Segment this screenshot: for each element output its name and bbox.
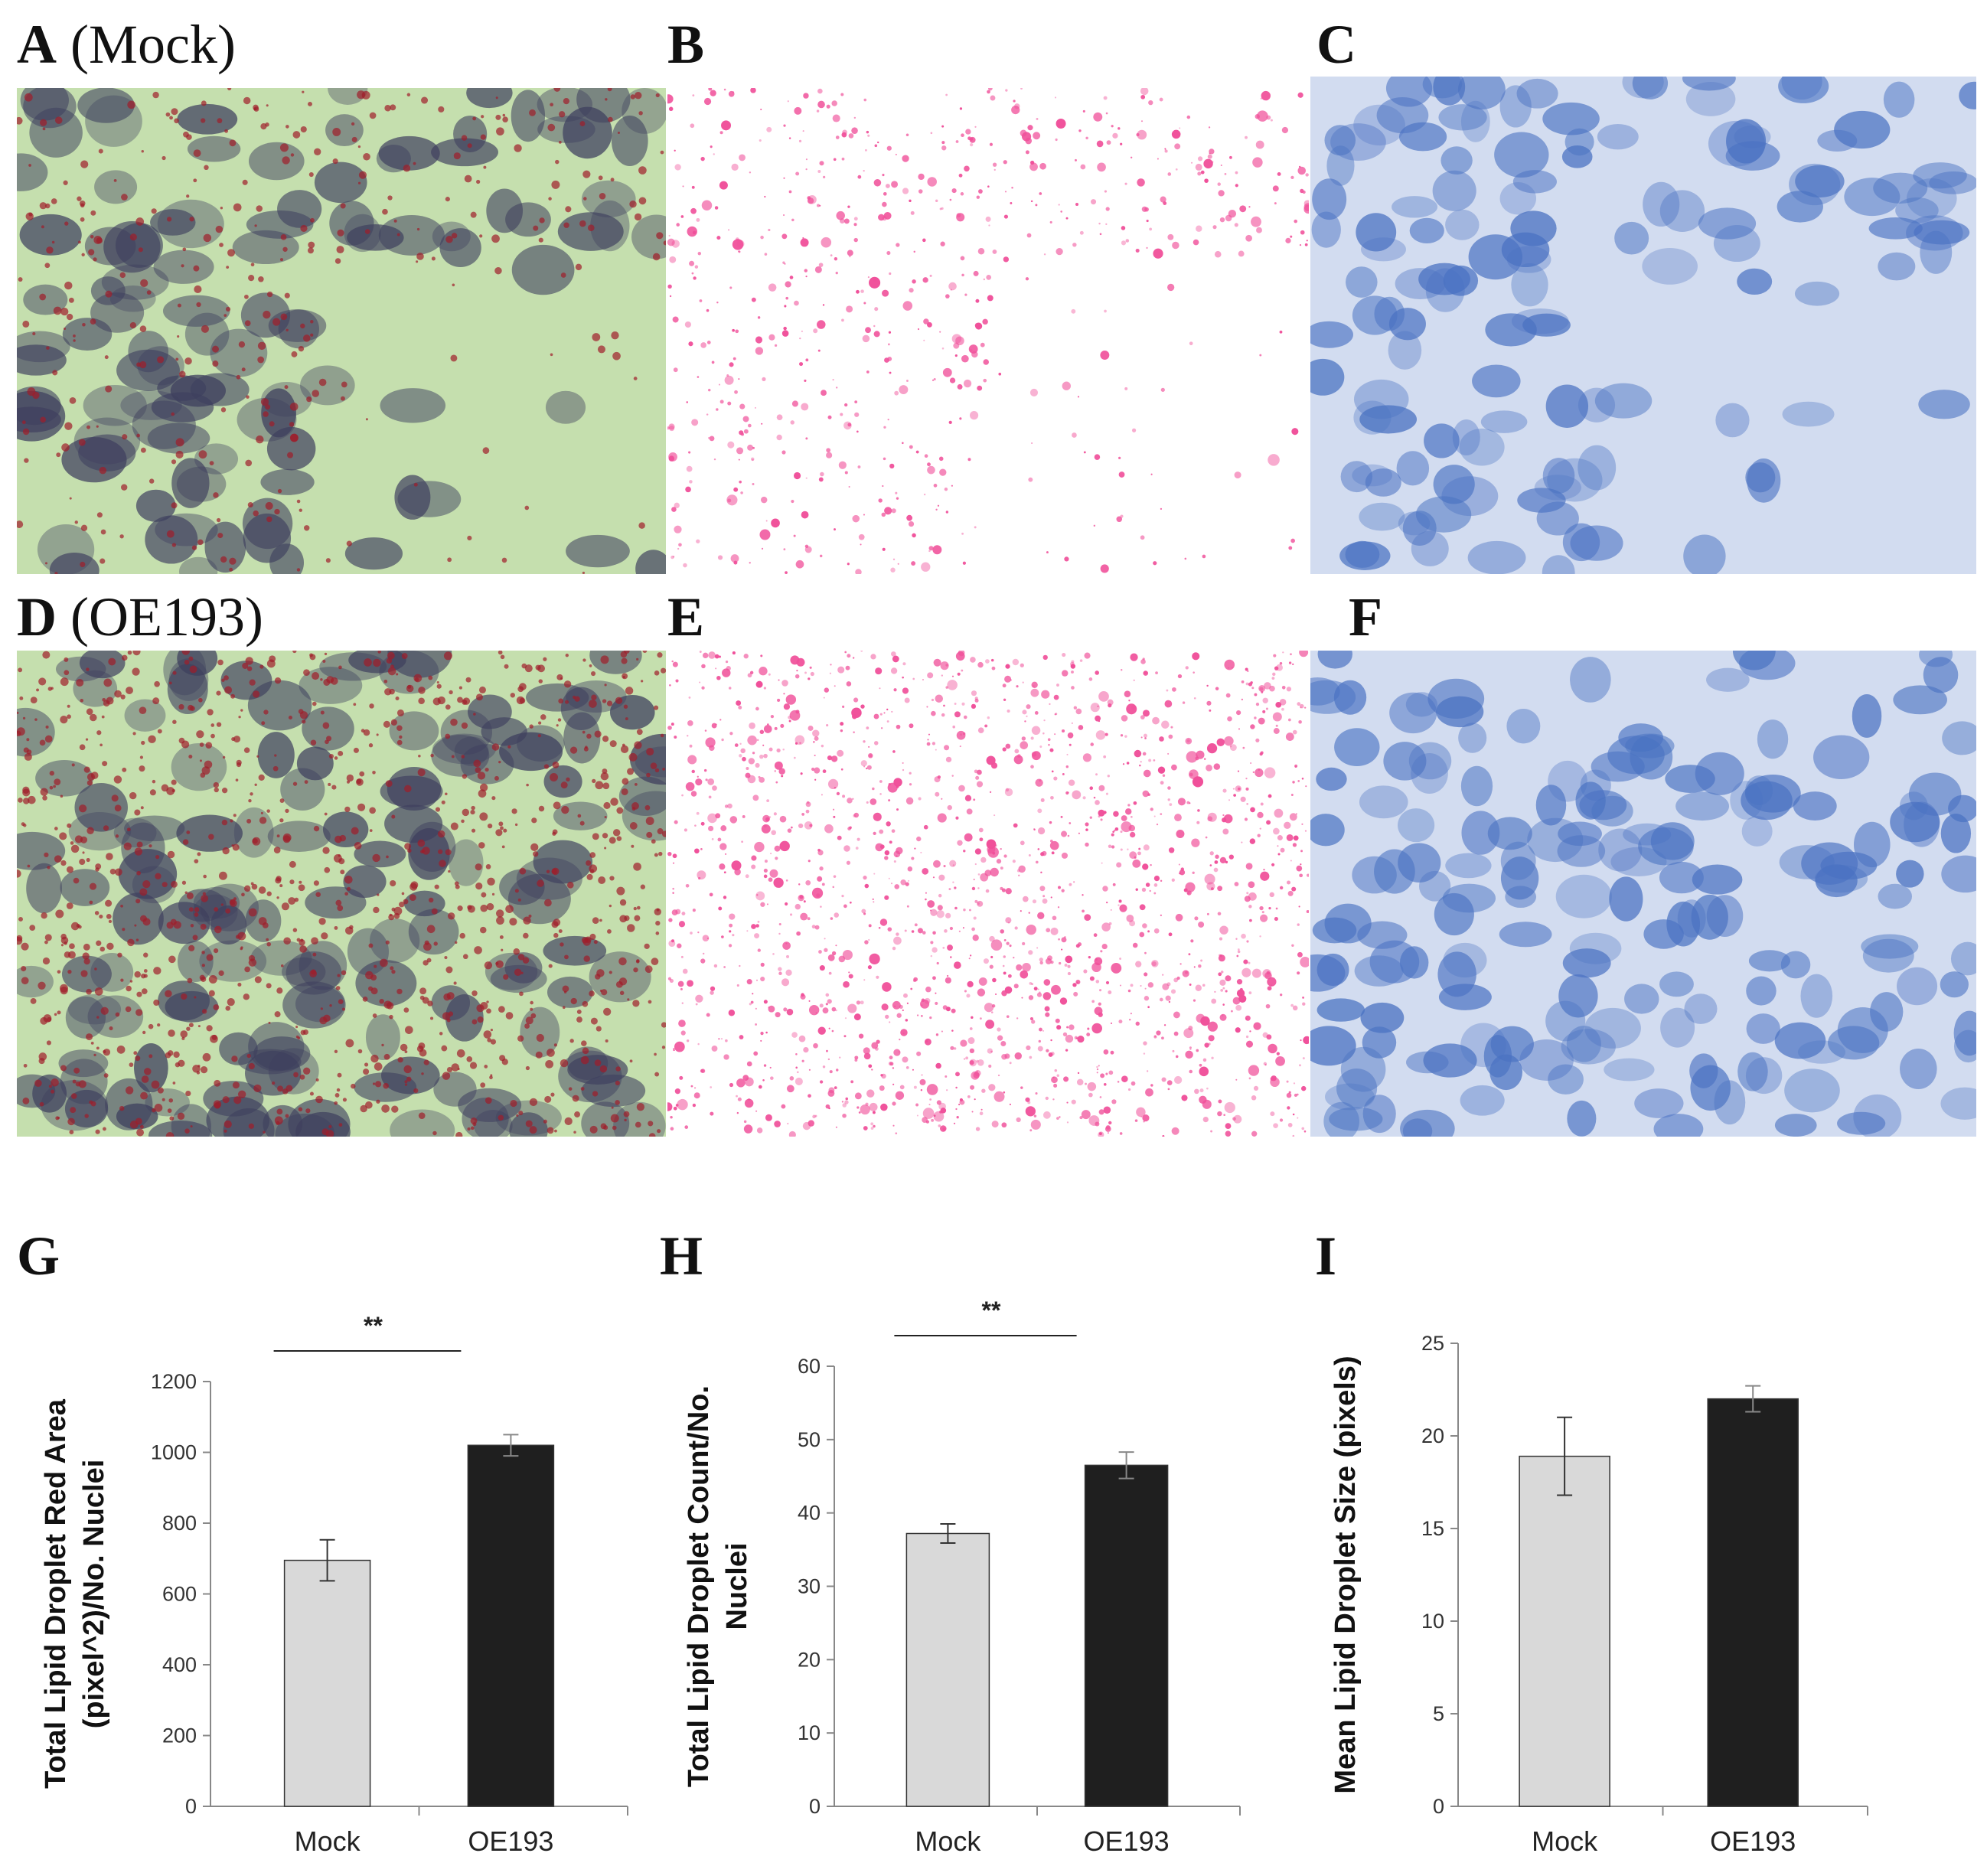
y-tick-label: 600	[162, 1583, 197, 1606]
nuclei-blue-oe193-image	[1310, 651, 1976, 1137]
bar-mock	[283, 1559, 371, 1807]
panel-label-f: F	[1349, 589, 1382, 644]
panel-label-c: C	[1317, 17, 1356, 72]
y-tick-label: 60	[798, 1355, 821, 1378]
panel-caption: (Mock)	[70, 14, 236, 75]
bar-oe193	[1707, 1398, 1799, 1807]
panel-label-e: E	[667, 589, 704, 644]
panel-letter: C	[1317, 14, 1356, 75]
panel-letter: D	[17, 586, 57, 648]
bar-oe193	[467, 1444, 555, 1807]
lipid-mask-oe193-image	[667, 651, 1309, 1137]
panel-letter: F	[1349, 586, 1382, 648]
y-axis-label: Total Lipid Droplet Red Area (pixel^2)/No…	[40, 1398, 110, 1789]
y-tick-label: 30	[798, 1575, 821, 1598]
y-tick-label: 40	[798, 1502, 821, 1525]
bar-mock	[1519, 1455, 1610, 1807]
y-tick-label: 0	[809, 1795, 821, 1818]
significance-marker: **	[982, 1297, 1001, 1324]
y-tick-label: 10	[798, 1721, 821, 1744]
significance-marker: **	[364, 1312, 383, 1339]
nuclei-blue-mock-image	[1310, 77, 1976, 574]
y-tick-label: 400	[162, 1653, 197, 1676]
lipid-mask-mock-image	[667, 88, 1309, 574]
error-bar	[1745, 1385, 1761, 1413]
chart-panel-letter: I	[1315, 1225, 1336, 1287]
panel-letter: A	[17, 14, 57, 75]
y-tick-label: 0	[185, 1795, 197, 1818]
y-tick-label: 25	[1421, 1332, 1444, 1355]
error-bar	[1118, 1451, 1134, 1480]
bar-oe193	[1084, 1464, 1169, 1807]
bar-mock	[905, 1532, 990, 1807]
panel-letter: B	[667, 14, 705, 75]
y-tick-label: 1200	[151, 1370, 197, 1393]
error-bar	[1557, 1416, 1573, 1496]
y-tick-label: 800	[162, 1512, 197, 1535]
panel-letter: E	[667, 586, 705, 648]
y-tick-label: 15	[1421, 1517, 1444, 1540]
x-tick-label: OE193	[1710, 1825, 1796, 1857]
brightfield-oe193-image	[17, 651, 666, 1137]
x-tick-label: Mock	[915, 1825, 981, 1857]
panel-label-a: A (Mock)	[17, 17, 236, 72]
panel-label-b: B	[667, 17, 704, 72]
error-bar	[503, 1434, 519, 1457]
x-tick-label: OE193	[1084, 1825, 1170, 1857]
error-bar	[940, 1523, 956, 1544]
chart-i: I 0 5 10 15 20 25 Mock OE193 Mean Lipid Droplet S…	[1315, 1225, 1868, 1857]
x-tick-label: OE193	[468, 1825, 553, 1857]
panel-caption: (OE193)	[70, 586, 263, 648]
chart-g: G 0 200 400 600 800 1000 1200 Mock OE193 ** Total L…	[17, 1225, 628, 1857]
y-tick-label: 200	[162, 1724, 197, 1747]
y-tick-label: 5	[1433, 1702, 1444, 1725]
y-axis-label: Mean Lipid Droplet Size (pixels)	[1330, 1356, 1362, 1793]
error-bar	[319, 1538, 335, 1582]
y-tick-label: 0	[1433, 1795, 1444, 1818]
chart-h: H 0 10 20 30 40 50 60 Mock OE193 ** Total Lipid Dro…	[660, 1225, 1241, 1857]
y-tick-label: 1000	[151, 1441, 197, 1464]
x-tick-label: Mock	[1532, 1825, 1598, 1857]
y-tick-label: 20	[798, 1648, 821, 1671]
y-tick-label: 20	[1421, 1424, 1444, 1447]
panel-label-d: D (OE193)	[17, 589, 263, 644]
chart-panel-letter: G	[17, 1225, 60, 1287]
y-tick-label: 50	[798, 1428, 821, 1451]
brightfield-mock-image	[17, 88, 666, 574]
chart-panel-letter: H	[660, 1225, 703, 1287]
y-tick-label: 10	[1421, 1610, 1444, 1633]
x-tick-label: Mock	[295, 1825, 361, 1857]
y-axis-label: Total Lipid Droplet Count/No. Nuclei	[683, 1385, 753, 1787]
